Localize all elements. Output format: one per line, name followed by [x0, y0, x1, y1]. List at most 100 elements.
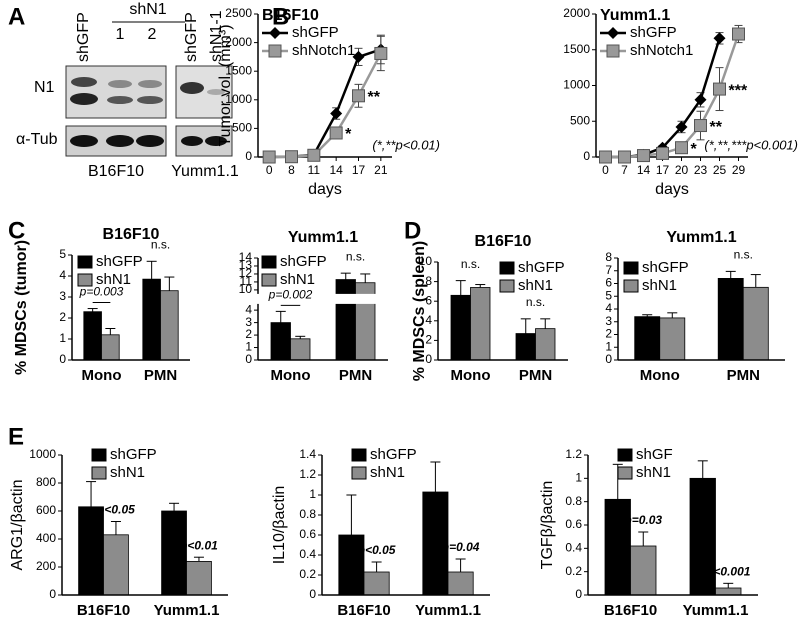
chart-title: Yumm1.1	[666, 229, 736, 246]
legend-label: shGFP	[518, 259, 565, 276]
legend-label: shGFP	[292, 24, 339, 41]
bar	[290, 338, 311, 361]
y-tick-label: 1000	[563, 78, 590, 92]
y-tick-label: 1.4	[299, 447, 316, 461]
y-tick-label: 2	[245, 327, 252, 341]
y-tick-label: 10	[239, 282, 253, 296]
y-tick-label: 0	[49, 587, 56, 601]
y-tick-label: 2000	[225, 35, 252, 49]
y-tick-label: 1000	[29, 447, 56, 461]
bar	[450, 294, 471, 361]
marker	[352, 89, 365, 103]
x-tick-label: PMN	[144, 367, 177, 384]
bar	[103, 534, 129, 596]
y-tick-label: 4	[605, 301, 612, 315]
y-tick-label: 1500	[563, 42, 590, 56]
x-tick-label: 23	[694, 163, 708, 177]
x-tick-label: 7	[621, 163, 628, 177]
y-axis-label: % MDSCs (tumor)	[13, 240, 30, 375]
x-axis-label: days	[655, 181, 689, 198]
bar	[447, 571, 474, 596]
marker	[694, 119, 707, 133]
axis-break	[255, 293, 261, 304]
series-line	[269, 48, 382, 159]
annotation: (*,**,***p<0.001)	[704, 137, 798, 152]
y-tick-label: 3	[605, 314, 612, 328]
annotation: *	[691, 141, 698, 158]
lane-label: shGFP	[75, 12, 92, 62]
y-tick-label: 0	[245, 149, 252, 163]
legend-swatch	[617, 466, 633, 480]
annotation: n.s.	[526, 295, 545, 309]
y-tick-label: 500	[570, 113, 590, 127]
bar	[604, 498, 631, 596]
bar	[161, 510, 187, 596]
marker	[675, 141, 688, 155]
y-tick-label: 4	[245, 302, 252, 316]
annotation: *	[345, 126, 352, 143]
panel-letter: C	[8, 217, 25, 244]
annotation: p<0.05	[357, 543, 396, 557]
bar	[742, 286, 769, 361]
y-tick-label: 800	[36, 475, 56, 489]
x-tick-label: 21	[374, 163, 388, 177]
y-tick-label: 500	[232, 121, 252, 135]
annotation: p=0.002	[268, 288, 313, 302]
legend-label: shN1	[280, 271, 315, 288]
x-tick-label: PMN	[339, 367, 372, 384]
y-tick-label: 2	[425, 333, 432, 347]
y-tick-label: 1	[605, 339, 612, 353]
x-tick-label: 0	[602, 163, 609, 177]
marker	[713, 82, 726, 96]
x-tick-label: 20	[675, 163, 689, 177]
marker	[307, 148, 321, 162]
annotation: n.s.	[346, 249, 365, 263]
marker	[713, 32, 726, 45]
blot-image	[65, 65, 233, 157]
x-tick-label: PMN	[727, 367, 760, 384]
bar	[659, 317, 686, 361]
chart-title: B16F10	[475, 233, 532, 250]
legend-label: shGFP	[110, 446, 157, 463]
x-tick-label: Yumm1.1	[415, 602, 481, 619]
bar	[270, 322, 291, 361]
bar	[422, 491, 449, 596]
bar	[515, 333, 536, 361]
x-tick-label: 14	[329, 163, 343, 177]
marker	[285, 150, 298, 164]
y-tick-label: 1	[309, 487, 316, 501]
y-tick-label: 0	[245, 352, 252, 366]
legend-label: shGFP	[370, 446, 417, 463]
panel-letter: E	[8, 423, 24, 450]
y-tick-label: 10	[419, 254, 433, 268]
x-tick-label: 14	[637, 163, 651, 177]
marker	[374, 46, 388, 60]
legend-swatch	[77, 255, 93, 269]
cell-line-label: Yumm1.1	[171, 163, 239, 180]
y-tick-label: 0	[59, 352, 66, 366]
marker	[352, 50, 365, 63]
annotation: ***	[729, 82, 748, 99]
y-tick-label: 11	[240, 274, 253, 288]
lane-label: 2	[148, 26, 157, 43]
x-tick-label: Mono	[82, 367, 122, 384]
legend-swatch	[261, 255, 277, 269]
marker	[694, 93, 707, 106]
bar	[101, 334, 120, 361]
y-tick-label: 14	[239, 250, 253, 264]
y-tick-label: 12	[239, 266, 253, 280]
y-tick-label: 0.8	[299, 507, 316, 521]
legend-swatch	[91, 466, 107, 480]
y-tick-label: 600	[36, 503, 56, 517]
legend-label: shGFP	[280, 253, 327, 270]
lane-label: shGFP	[183, 12, 200, 62]
y-tick-label: 1.2	[565, 447, 582, 461]
legend-marker	[606, 44, 620, 58]
cell-line-label: B16F10	[88, 163, 144, 180]
x-tick-label: Mono	[271, 367, 311, 384]
annotation: p<0.01	[179, 538, 218, 552]
y-tick-label: 5	[605, 288, 612, 302]
y-tick-label: 8	[605, 250, 612, 264]
y-axis-label: Tumor vol. (mm³)	[217, 24, 234, 146]
